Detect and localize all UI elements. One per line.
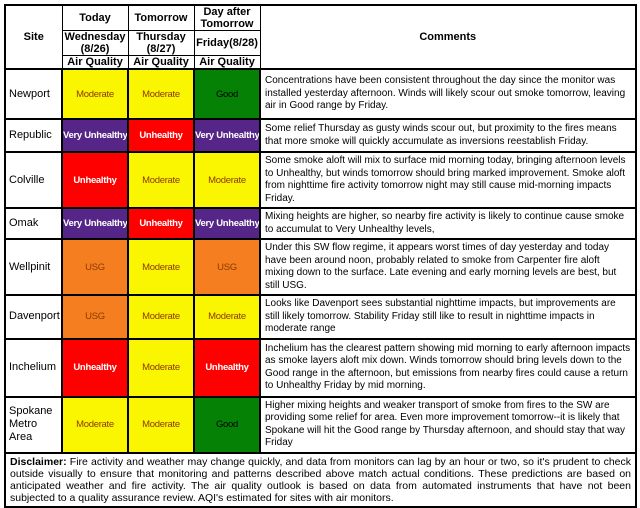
- site-column-header: Site: [5, 5, 62, 69]
- aqi-cell: Good: [194, 69, 260, 119]
- site-name: Omak: [5, 208, 62, 239]
- site-name: Davenport: [5, 295, 62, 339]
- thursday-date-header: Thursday (8/27): [128, 31, 194, 56]
- aqi-cell: Moderate: [194, 152, 260, 208]
- tomorrow-header: Tomorrow: [128, 5, 194, 31]
- aqi-cell: Unhealthy: [194, 339, 260, 397]
- table-header: Site Today Tomorrow Day after Tomorrow C…: [5, 5, 636, 69]
- aqi-cell: Unhealthy: [128, 119, 194, 152]
- aqi-cell: Moderate: [128, 397, 194, 453]
- aqi-cell: Good: [194, 397, 260, 453]
- aqi-cell: Moderate: [128, 239, 194, 295]
- disclaimer: Disclaimer: Fire activity and weather ma…: [4, 452, 637, 508]
- comment: Some relief Thursday as gusty winds scou…: [260, 119, 636, 152]
- wednesday-date-header: Wednesday (8/26): [62, 31, 128, 56]
- aqi-cell: USG: [62, 295, 128, 339]
- site-name: Spokane Metro Area: [5, 397, 62, 453]
- site-name: Wellpinit: [5, 239, 62, 295]
- comment: Inchelium has the clearest pattern showi…: [260, 339, 636, 397]
- aqi-cell: Moderate: [62, 69, 128, 119]
- site-name: Newport: [5, 69, 62, 119]
- comment: Mixing heights are higher, so nearby fir…: [260, 208, 636, 239]
- aqi-cell: Very Unhealthy: [194, 208, 260, 239]
- comment: Higher mixing heights and weaker transpo…: [260, 397, 636, 453]
- comment: Looks like Davenport sees substantial ni…: [260, 295, 636, 339]
- site-name: Republic: [5, 119, 62, 152]
- disclaimer-label: Disclaimer:: [10, 456, 67, 468]
- aqi-cell: Moderate: [128, 69, 194, 119]
- site-name: Inchelium: [5, 339, 62, 397]
- disclaimer-text: Fire activity and weather may change qui…: [10, 456, 631, 505]
- aqi-cell: Moderate: [194, 295, 260, 339]
- air-quality-subheader: Air Quality: [128, 56, 194, 70]
- aqi-cell: USG: [62, 239, 128, 295]
- day-after-tomorrow-header: Day after Tomorrow: [194, 5, 260, 31]
- air-quality-subheader: Air Quality: [194, 56, 260, 70]
- site-name: Colville: [5, 152, 62, 208]
- aqi-cell: Very Unhealthy: [194, 119, 260, 152]
- air-quality-subheader: Air Quality: [62, 56, 128, 70]
- aqi-cell: Moderate: [128, 295, 194, 339]
- today-header: Today: [62, 5, 128, 31]
- comment: Some smoke aloft will mix to surface mid…: [260, 152, 636, 208]
- comment: Under this SW flow regime, it appears wo…: [260, 239, 636, 295]
- aqi-cell: Unhealthy: [62, 339, 128, 397]
- aqi-cell: Unhealthy: [62, 152, 128, 208]
- aqi-cell: Very Unhealthy: [62, 208, 128, 239]
- outlook-table: Site Today Tomorrow Day after Tomorrow C…: [4, 4, 637, 454]
- comment: Concentrations have been consistent thro…: [260, 69, 636, 119]
- friday-date-header: Friday(8/28): [194, 31, 260, 56]
- aqi-cell: Unhealthy: [128, 208, 194, 239]
- aqi-cell: Very Unhealthy: [62, 119, 128, 152]
- aqi-cell: Moderate: [128, 152, 194, 208]
- aqi-cell: USG: [194, 239, 260, 295]
- comments-column-header: Comments: [260, 5, 636, 69]
- aqi-cell: Moderate: [62, 397, 128, 453]
- aqi-cell: Moderate: [128, 339, 194, 397]
